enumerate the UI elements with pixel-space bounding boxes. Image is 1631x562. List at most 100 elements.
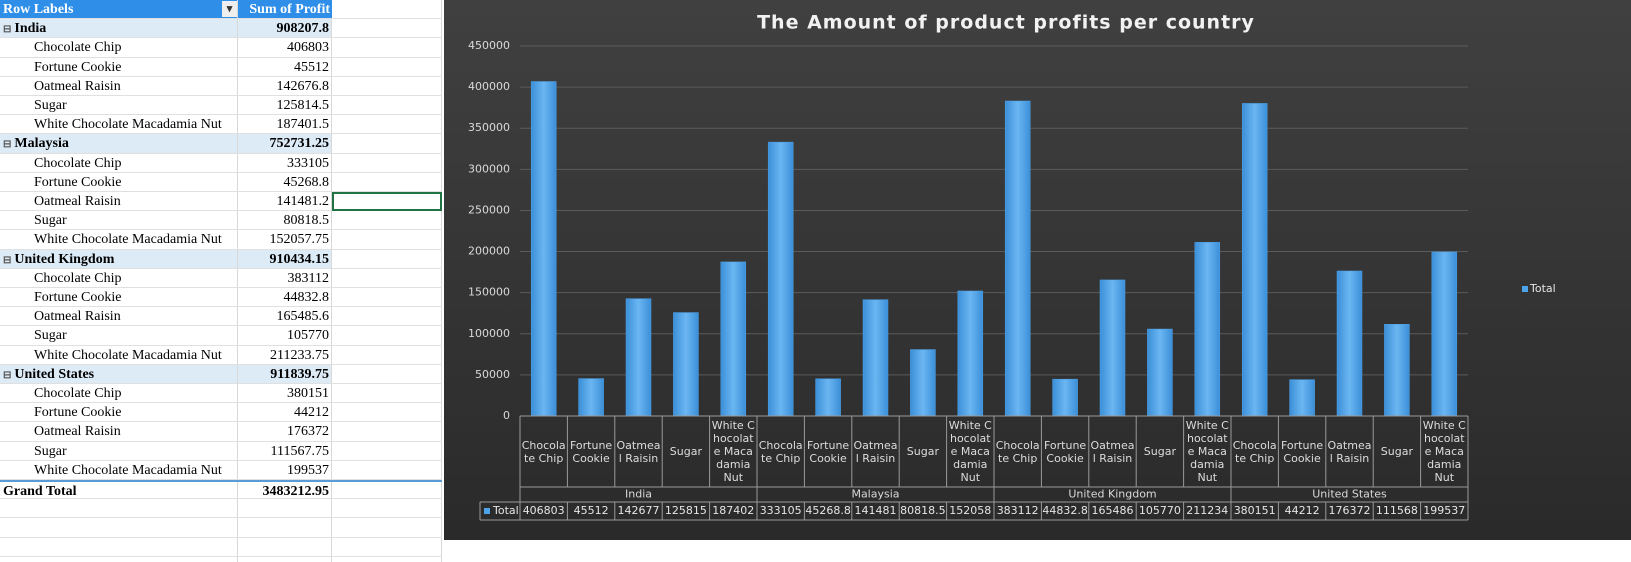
x-tick-label: Chocolate Chip bbox=[995, 438, 1040, 465]
bar bbox=[1052, 378, 1078, 417]
data-table-value: 141481 bbox=[855, 504, 897, 517]
bar bbox=[673, 312, 699, 417]
category-label-box: Oatmeal Raisin bbox=[616, 438, 661, 465]
data-table-value: 152058 bbox=[949, 504, 991, 517]
empty-cell bbox=[332, 537, 442, 556]
item-row: Chocolate Chip 383112 bbox=[0, 268, 442, 288]
bar bbox=[1241, 103, 1268, 417]
row-label: ⊟ Malaysia bbox=[0, 134, 238, 153]
empty-cell bbox=[332, 345, 442, 364]
bar bbox=[1099, 279, 1126, 417]
group-row: ⊟ United States 911839.75 bbox=[0, 364, 442, 384]
row-value: 105770 bbox=[238, 326, 332, 345]
item-row: White Chocolate Macadamia Nut 199537 bbox=[0, 460, 442, 480]
category-label-box: Oatmeal Raisin bbox=[1327, 438, 1372, 465]
header-row: Row Labels Sum of Profit ▾ bbox=[0, 0, 442, 20]
selected-cell[interactable] bbox=[332, 192, 442, 212]
data-table-value: 45268.8 bbox=[805, 504, 851, 517]
item-row: Chocolate Chip 380151 bbox=[0, 384, 442, 404]
item-row: Fortune Cookie 45512 bbox=[0, 57, 442, 77]
data-table-value: 105770 bbox=[1139, 504, 1181, 517]
y-tick-label: 0 bbox=[503, 409, 510, 422]
data-table-value: 125815 bbox=[665, 504, 707, 517]
bar bbox=[862, 299, 889, 417]
bar bbox=[1431, 251, 1458, 417]
category-label-box: Fortune Cookie bbox=[570, 439, 612, 465]
category-label-box: Oatmeal Raisin bbox=[1091, 439, 1135, 465]
row-label: Oatmeal Raisin bbox=[0, 422, 238, 441]
empty-row bbox=[0, 556, 442, 562]
chart-title: The Amount of product profits per countr… bbox=[757, 12, 1255, 34]
empty-cell bbox=[332, 384, 442, 403]
category-label-box: Oatmeal Raisin bbox=[854, 439, 898, 465]
row-value: 125814.5 bbox=[238, 96, 332, 115]
category-label-box: Fortune Cookie bbox=[1280, 438, 1324, 465]
bar bbox=[1147, 328, 1173, 417]
row-value: 45512 bbox=[238, 57, 332, 76]
row-label bbox=[0, 499, 238, 518]
group-row: ⊟ India 908207.8 bbox=[0, 19, 442, 39]
row-value: 176372 bbox=[238, 422, 332, 441]
item-row: Chocolate Chip 333105 bbox=[0, 153, 442, 173]
row-value: 752731.25 bbox=[238, 134, 332, 153]
bar bbox=[815, 378, 841, 417]
row-label: Sugar bbox=[0, 326, 238, 345]
row-value: 142676.8 bbox=[238, 76, 332, 95]
bar bbox=[910, 349, 936, 417]
row-label bbox=[0, 518, 238, 537]
item-row: White Chocolate Macadamia Nut 211233.75 bbox=[0, 345, 442, 365]
x-tick-label: Fortune Cookie bbox=[1280, 438, 1324, 465]
y-tick-label: 400000 bbox=[468, 80, 510, 93]
row-label: ⊟ India bbox=[0, 19, 238, 38]
row-label: White Chocolate Macadamia Nut bbox=[0, 230, 238, 249]
empty-cell bbox=[332, 288, 442, 307]
collapse-button[interactable]: ⊟ bbox=[3, 254, 12, 266]
row-value: 45268.8 bbox=[238, 172, 332, 191]
empty-cell bbox=[332, 268, 442, 287]
collapse-button[interactable]: ⊟ bbox=[3, 139, 12, 151]
legend-label: Total bbox=[1529, 282, 1556, 295]
row-label: White Chocolate Macadamia Nut bbox=[0, 460, 238, 479]
empty-cell bbox=[332, 441, 442, 460]
row-label: Chocolate Chip bbox=[0, 268, 238, 287]
empty-cell bbox=[332, 249, 442, 268]
category-label-box: White Chocolate Macadamia Nut bbox=[1186, 419, 1229, 484]
x-tick-label: Oatmeal Raisin bbox=[616, 438, 661, 465]
item-row: Fortune Cookie 44832.8 bbox=[0, 288, 442, 308]
row-value: 44832.8 bbox=[238, 288, 332, 307]
empty-cell bbox=[332, 57, 442, 76]
bar bbox=[1194, 242, 1221, 417]
category-label-box: Fortune Cookie bbox=[807, 439, 849, 465]
category-label-box: Chocolate Chip bbox=[759, 439, 803, 465]
row-value: 141481.2 bbox=[238, 192, 332, 211]
row-value: 383112 bbox=[238, 268, 332, 287]
category-label-box: Chocolate Chip bbox=[995, 438, 1040, 465]
data-table-value: 383112 bbox=[997, 504, 1039, 517]
row-value: 908207.8 bbox=[238, 19, 332, 38]
item-row: Sugar 105770 bbox=[0, 326, 442, 346]
row-label: White Chocolate Macadamia Nut bbox=[0, 115, 238, 134]
bar bbox=[1004, 100, 1031, 417]
row-value bbox=[238, 537, 332, 556]
category-label-box: Chocolate Chip bbox=[1232, 438, 1277, 465]
grand-total-row: Grand Total 3483212.95 bbox=[0, 480, 442, 500]
row-label: Oatmeal Raisin bbox=[0, 76, 238, 95]
row-label: Row Labels bbox=[0, 0, 238, 19]
item-row: Sugar 111567.75 bbox=[0, 441, 442, 461]
item-row: Oatmeal Raisin 142676.8 bbox=[0, 76, 442, 96]
x-tick-label: Sugar bbox=[1380, 445, 1413, 458]
collapse-button[interactable]: ⊟ bbox=[3, 24, 12, 36]
x-tick-label: Chocolate Chip bbox=[1232, 438, 1277, 465]
row-value: 44212 bbox=[238, 403, 332, 422]
y-tick-label: 300000 bbox=[468, 162, 510, 175]
x-tick-label: Oatmeal Raisin bbox=[1327, 438, 1372, 465]
empty-cell bbox=[332, 115, 442, 134]
row-value: 111567.75 bbox=[238, 441, 332, 460]
data-table-value: 165486 bbox=[1092, 504, 1134, 517]
filter-button[interactable]: ▾ bbox=[222, 1, 237, 17]
empty-cell bbox=[332, 134, 442, 153]
item-row: Sugar 80818.5 bbox=[0, 211, 442, 231]
empty-row bbox=[0, 499, 442, 519]
item-row: Fortune Cookie 44212 bbox=[0, 403, 442, 423]
collapse-button[interactable]: ⊟ bbox=[3, 369, 12, 381]
